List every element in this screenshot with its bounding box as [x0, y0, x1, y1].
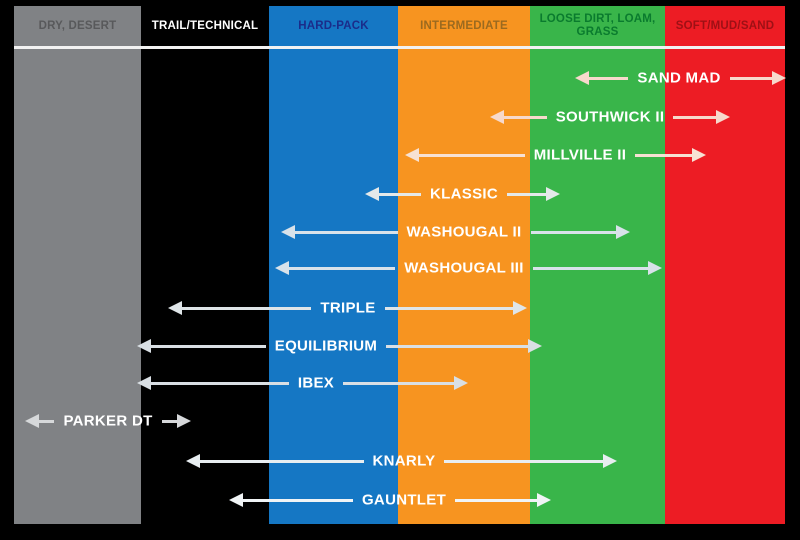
tire-name-label: TRIPLE: [320, 299, 376, 317]
arrow-right-icon: [772, 71, 786, 85]
tire-name-label: EQUILIBRIUM: [274, 337, 378, 355]
arrow-left-icon: [186, 454, 200, 468]
tire-row[interactable]: GAUNTLET: [229, 487, 551, 513]
arrow-shaft-left: [288, 266, 396, 270]
terrain-columns: DRY, DESERT TRAIL/TECHNICAL HARD-PACK INTER…: [14, 6, 785, 524]
arrow-right-icon: [603, 454, 617, 468]
arrow-shaft-right: [673, 115, 717, 119]
arrow-shaft-left: [150, 381, 289, 385]
arrow-shaft-left: [181, 306, 312, 310]
arrow-right-icon: [177, 414, 191, 428]
arrow-shaft-right: [455, 498, 538, 502]
terrain-column-label-trail: TRAIL/TECHNICAL: [151, 19, 259, 32]
arrow-left-icon: [365, 187, 379, 201]
tire-row[interactable]: MILLVILLE II: [405, 142, 706, 168]
arrow-right-icon: [528, 339, 542, 353]
tire-name-label: GAUNTLET: [361, 491, 447, 509]
arrow-shaft-right: [530, 230, 617, 234]
arrow-shaft-right: [384, 306, 514, 310]
arrow-left-icon: [281, 225, 295, 239]
tire-row[interactable]: SAND MAD: [575, 65, 786, 91]
tire-row[interactable]: KNARLY: [186, 448, 617, 474]
arrow-right-icon: [454, 376, 468, 390]
arrow-right-icon: [692, 148, 706, 162]
arrow-shaft-right: [729, 76, 773, 80]
arrow-shaft-right: [532, 266, 649, 270]
terrain-column-trail: TRAIL/TECHNICAL: [141, 6, 269, 524]
terrain-column-hard-pack: HARD-PACK: [269, 6, 398, 524]
arrow-shaft-left: [503, 115, 547, 119]
arrow-shaft-right: [343, 381, 455, 385]
tire-row[interactable]: WASHOUGAL III: [275, 255, 662, 281]
tire-row[interactable]: KLASSIC: [365, 181, 560, 207]
terrain-column-label-intermediate: INTERMEDIATE: [420, 19, 508, 32]
arrow-shaft-left: [418, 153, 525, 157]
arrow-right-icon: [546, 187, 560, 201]
tire-name-label: KNARLY: [372, 452, 436, 470]
tire-name-label: WASHOUGAL II: [406, 223, 522, 241]
arrow-left-icon: [137, 376, 151, 390]
arrow-left-icon: [405, 148, 419, 162]
arrow-right-icon: [537, 493, 551, 507]
arrow-left-icon: [137, 339, 151, 353]
tire-row[interactable]: SOUTHWICK II: [490, 104, 730, 130]
arrow-left-icon: [490, 110, 504, 124]
arrow-left-icon: [25, 414, 39, 428]
terrain-column-label-dry-desert: DRY, DESERT: [38, 19, 117, 32]
tire-name-label: IBEX: [297, 374, 335, 392]
arrow-shaft-right: [161, 419, 178, 423]
tire-row[interactable]: WASHOUGAL II: [281, 219, 630, 245]
arrow-shaft-left: [38, 419, 55, 423]
arrow-left-icon: [275, 261, 289, 275]
terrain-column-intermediate: INTERMEDIATE: [398, 6, 530, 524]
terrain-column-label-hard-pack: HARD-PACK: [298, 19, 369, 32]
terrain-column-label-loose-dirt: LOOSE DIRT, LOAM, GRASS: [539, 13, 656, 38]
arrow-left-icon: [168, 301, 182, 315]
tire-name-label: PARKER DT: [63, 412, 153, 430]
terrain-column-soft-mud: SOFT/MUD/SAND: [665, 6, 785, 524]
arrow-left-icon: [229, 493, 243, 507]
tire-row[interactable]: TRIPLE: [168, 295, 527, 321]
arrow-shaft-left: [588, 76, 629, 80]
tire-name-label: MILLVILLE II: [533, 146, 627, 164]
arrow-right-icon: [513, 301, 527, 315]
arrow-shaft-right: [635, 153, 693, 157]
arrow-left-icon: [575, 71, 589, 85]
arrow-right-icon: [648, 261, 662, 275]
tire-name-label: SAND MAD: [637, 69, 721, 87]
arrow-right-icon: [716, 110, 730, 124]
terrain-column-label-soft-mud: SOFT/MUD/SAND: [675, 19, 775, 32]
arrow-shaft-right: [506, 192, 547, 196]
arrow-shaft-right: [444, 459, 604, 463]
arrow-shaft-left: [199, 459, 364, 463]
arrow-right-icon: [616, 225, 630, 239]
tire-row[interactable]: PARKER DT: [25, 408, 191, 434]
arrow-shaft-left: [294, 230, 398, 234]
tire-row[interactable]: EQUILIBRIUM: [137, 333, 542, 359]
arrow-shaft-left: [378, 192, 422, 196]
arrow-shaft-left: [150, 344, 266, 348]
header-separator: [14, 46, 785, 49]
tire-name-label: SOUTHWICK II: [555, 108, 665, 126]
arrow-shaft-left: [242, 498, 353, 502]
terrain-column-dry-desert: DRY, DESERT: [14, 6, 141, 524]
tire-name-label: KLASSIC: [430, 185, 498, 203]
terrain-column-loose-dirt: LOOSE DIRT, LOAM, GRASS: [530, 6, 665, 524]
tire-name-label: WASHOUGAL III: [404, 259, 524, 277]
tire-row[interactable]: IBEX: [137, 370, 468, 396]
arrow-shaft-right: [386, 344, 529, 348]
